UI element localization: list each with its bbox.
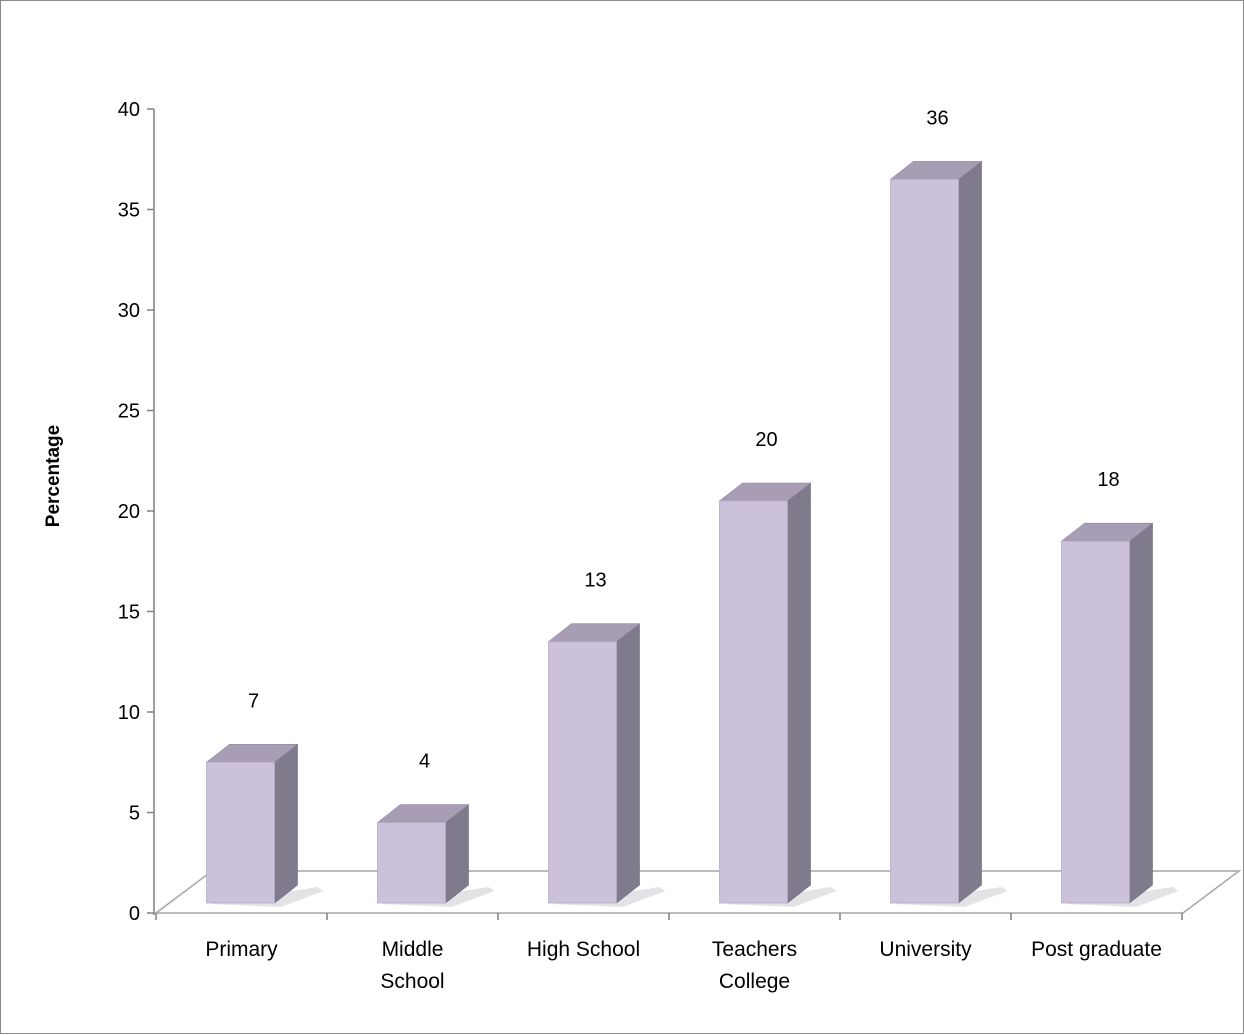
category-label: High School [527,938,640,961]
category-label: Post graduate [1031,938,1162,961]
data-label: 13 [584,570,606,592]
category-axis: Primary Middle School High School Teachers Co… [155,913,1183,993]
bar-front [719,500,788,904]
bar-side [1129,522,1153,904]
y-tick-label: 40 [118,99,140,121]
y-tick-label: 15 [118,602,140,624]
bar-side [958,160,982,904]
bar [205,743,324,907]
category-label-line: High School [527,938,640,961]
y-tick-label: 5 [129,803,140,825]
category-label-line: School [380,970,444,993]
y-axis: 0 5 10 15 20 25 30 35 40 [118,99,155,925]
bar-side [787,482,811,904]
category-label-line: College [719,970,790,993]
category-label: Teachers College [712,938,797,993]
y-tick-label: 0 [129,903,140,925]
bar-side [616,623,640,904]
data-label: 7 [248,690,259,712]
bar-side [274,743,298,904]
bar [1060,522,1179,907]
y-axis-title: Percentage [43,425,64,527]
y-tick-label: 10 [118,702,140,724]
data-labels: 7 4 13 20 36 18 [248,107,1120,772]
bar [718,482,837,907]
category-label-line: Middle [382,938,444,961]
category-label-line: University [879,938,972,961]
bar [889,160,1008,907]
y-tick-label: 20 [118,501,140,523]
y-tick-label: 30 [118,300,140,322]
bar [376,803,495,907]
data-label: 36 [926,107,948,129]
bars [205,160,1179,907]
bar-front [377,822,446,904]
category-label: Primary [205,938,278,961]
category-label-line: Post graduate [1031,938,1162,961]
bar-front [890,178,959,904]
category-label: University [879,938,972,961]
bar [547,623,666,907]
category-label-line: Teachers [712,938,797,961]
bar-front [1061,540,1130,904]
data-label: 20 [755,429,777,451]
bar-front [206,761,275,904]
category-label-line: Primary [205,938,278,961]
data-label: 4 [419,751,430,773]
y-tick-label: 25 [118,401,140,423]
bar-front [548,641,617,904]
y-tick-label: 35 [118,200,140,222]
category-label: Middle School [380,938,444,993]
data-label: 18 [1097,469,1119,491]
